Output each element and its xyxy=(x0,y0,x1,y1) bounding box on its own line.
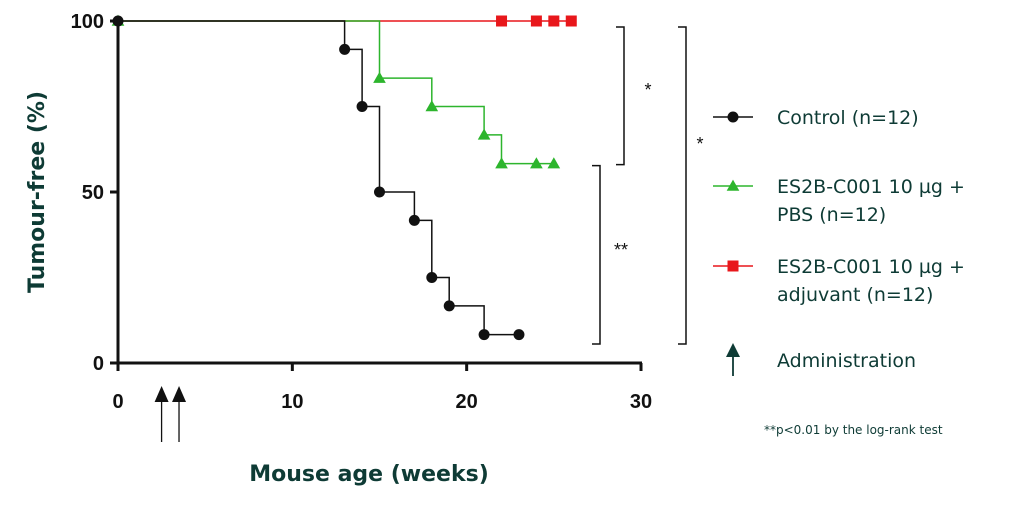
legend-label: Control (n=12) xyxy=(777,107,919,129)
series-point xyxy=(408,214,420,226)
series-point xyxy=(356,101,368,112)
x-tick-label: 30 xyxy=(630,391,652,413)
series-point xyxy=(565,15,577,27)
legend-item: ES2B-C001 10 µg + PBS (n=12) xyxy=(713,176,965,226)
series-point xyxy=(727,260,739,272)
legend-label: PBS (n=12) xyxy=(777,204,886,226)
series-point xyxy=(513,329,525,341)
legend-label-administration: Administration xyxy=(777,350,916,372)
series-line xyxy=(118,20,519,336)
legend-item: Control (n=12) xyxy=(713,107,919,129)
significance-brackets: **** xyxy=(592,26,704,345)
series-point xyxy=(426,272,438,283)
significance-bracket xyxy=(592,164,601,345)
plot-series xyxy=(111,14,577,341)
series-point xyxy=(374,186,385,198)
y-axis-title: Tumour-free (%) xyxy=(25,91,50,293)
y-tick-label: 100 xyxy=(71,11,104,33)
legend-item-administration: Administration xyxy=(726,343,916,376)
series-point xyxy=(425,100,439,112)
series-point xyxy=(339,43,351,55)
footnote: **p<0.01 by the log-rank test xyxy=(764,423,943,437)
administration-arrow-head xyxy=(172,386,187,402)
legend-label: ES2B-C001 10 µg + xyxy=(777,176,965,198)
administration-arrow-head xyxy=(154,386,169,402)
x-tick-label: 10 xyxy=(281,391,303,413)
administration-legend-arrowhead xyxy=(726,343,740,357)
series-point xyxy=(496,15,508,27)
series-point xyxy=(373,71,386,83)
legend-label: adjuvant (n=12) xyxy=(777,284,933,306)
series-point xyxy=(727,111,739,123)
x-tick-label: 20 xyxy=(456,391,478,413)
series-point xyxy=(726,179,740,191)
administration-arrows xyxy=(154,386,187,442)
series-point xyxy=(478,329,490,341)
y-tick-label: 50 xyxy=(82,182,104,204)
series-point xyxy=(547,157,561,169)
significance-bracket xyxy=(616,26,625,166)
significance-bracket xyxy=(678,26,687,345)
plot-axes: 0 50 100 0 10 20 30 xyxy=(71,11,653,413)
significance-label: ** xyxy=(614,240,628,260)
series-point xyxy=(495,157,508,169)
series-point xyxy=(477,128,491,140)
series-point xyxy=(443,300,455,312)
x-axis-title: Mouse age (weeks) xyxy=(249,462,489,487)
y-tick-label: 0 xyxy=(93,353,104,375)
series-point xyxy=(530,15,542,27)
series-point xyxy=(530,157,543,169)
legend: Control (n=12) ES2B-C001 10 µg + PBS (n=12… xyxy=(713,107,965,376)
legend-label: ES2B-C001 10 µg + xyxy=(777,256,965,278)
significance-label: * xyxy=(644,80,651,100)
series-point xyxy=(112,15,124,27)
significance-label: * xyxy=(696,134,703,154)
x-tick-label: 0 xyxy=(112,391,123,413)
series-line xyxy=(118,20,554,165)
series-point xyxy=(548,15,560,27)
legend-item: ES2B-C001 10 µg + adjuvant (n=12) xyxy=(713,256,965,306)
